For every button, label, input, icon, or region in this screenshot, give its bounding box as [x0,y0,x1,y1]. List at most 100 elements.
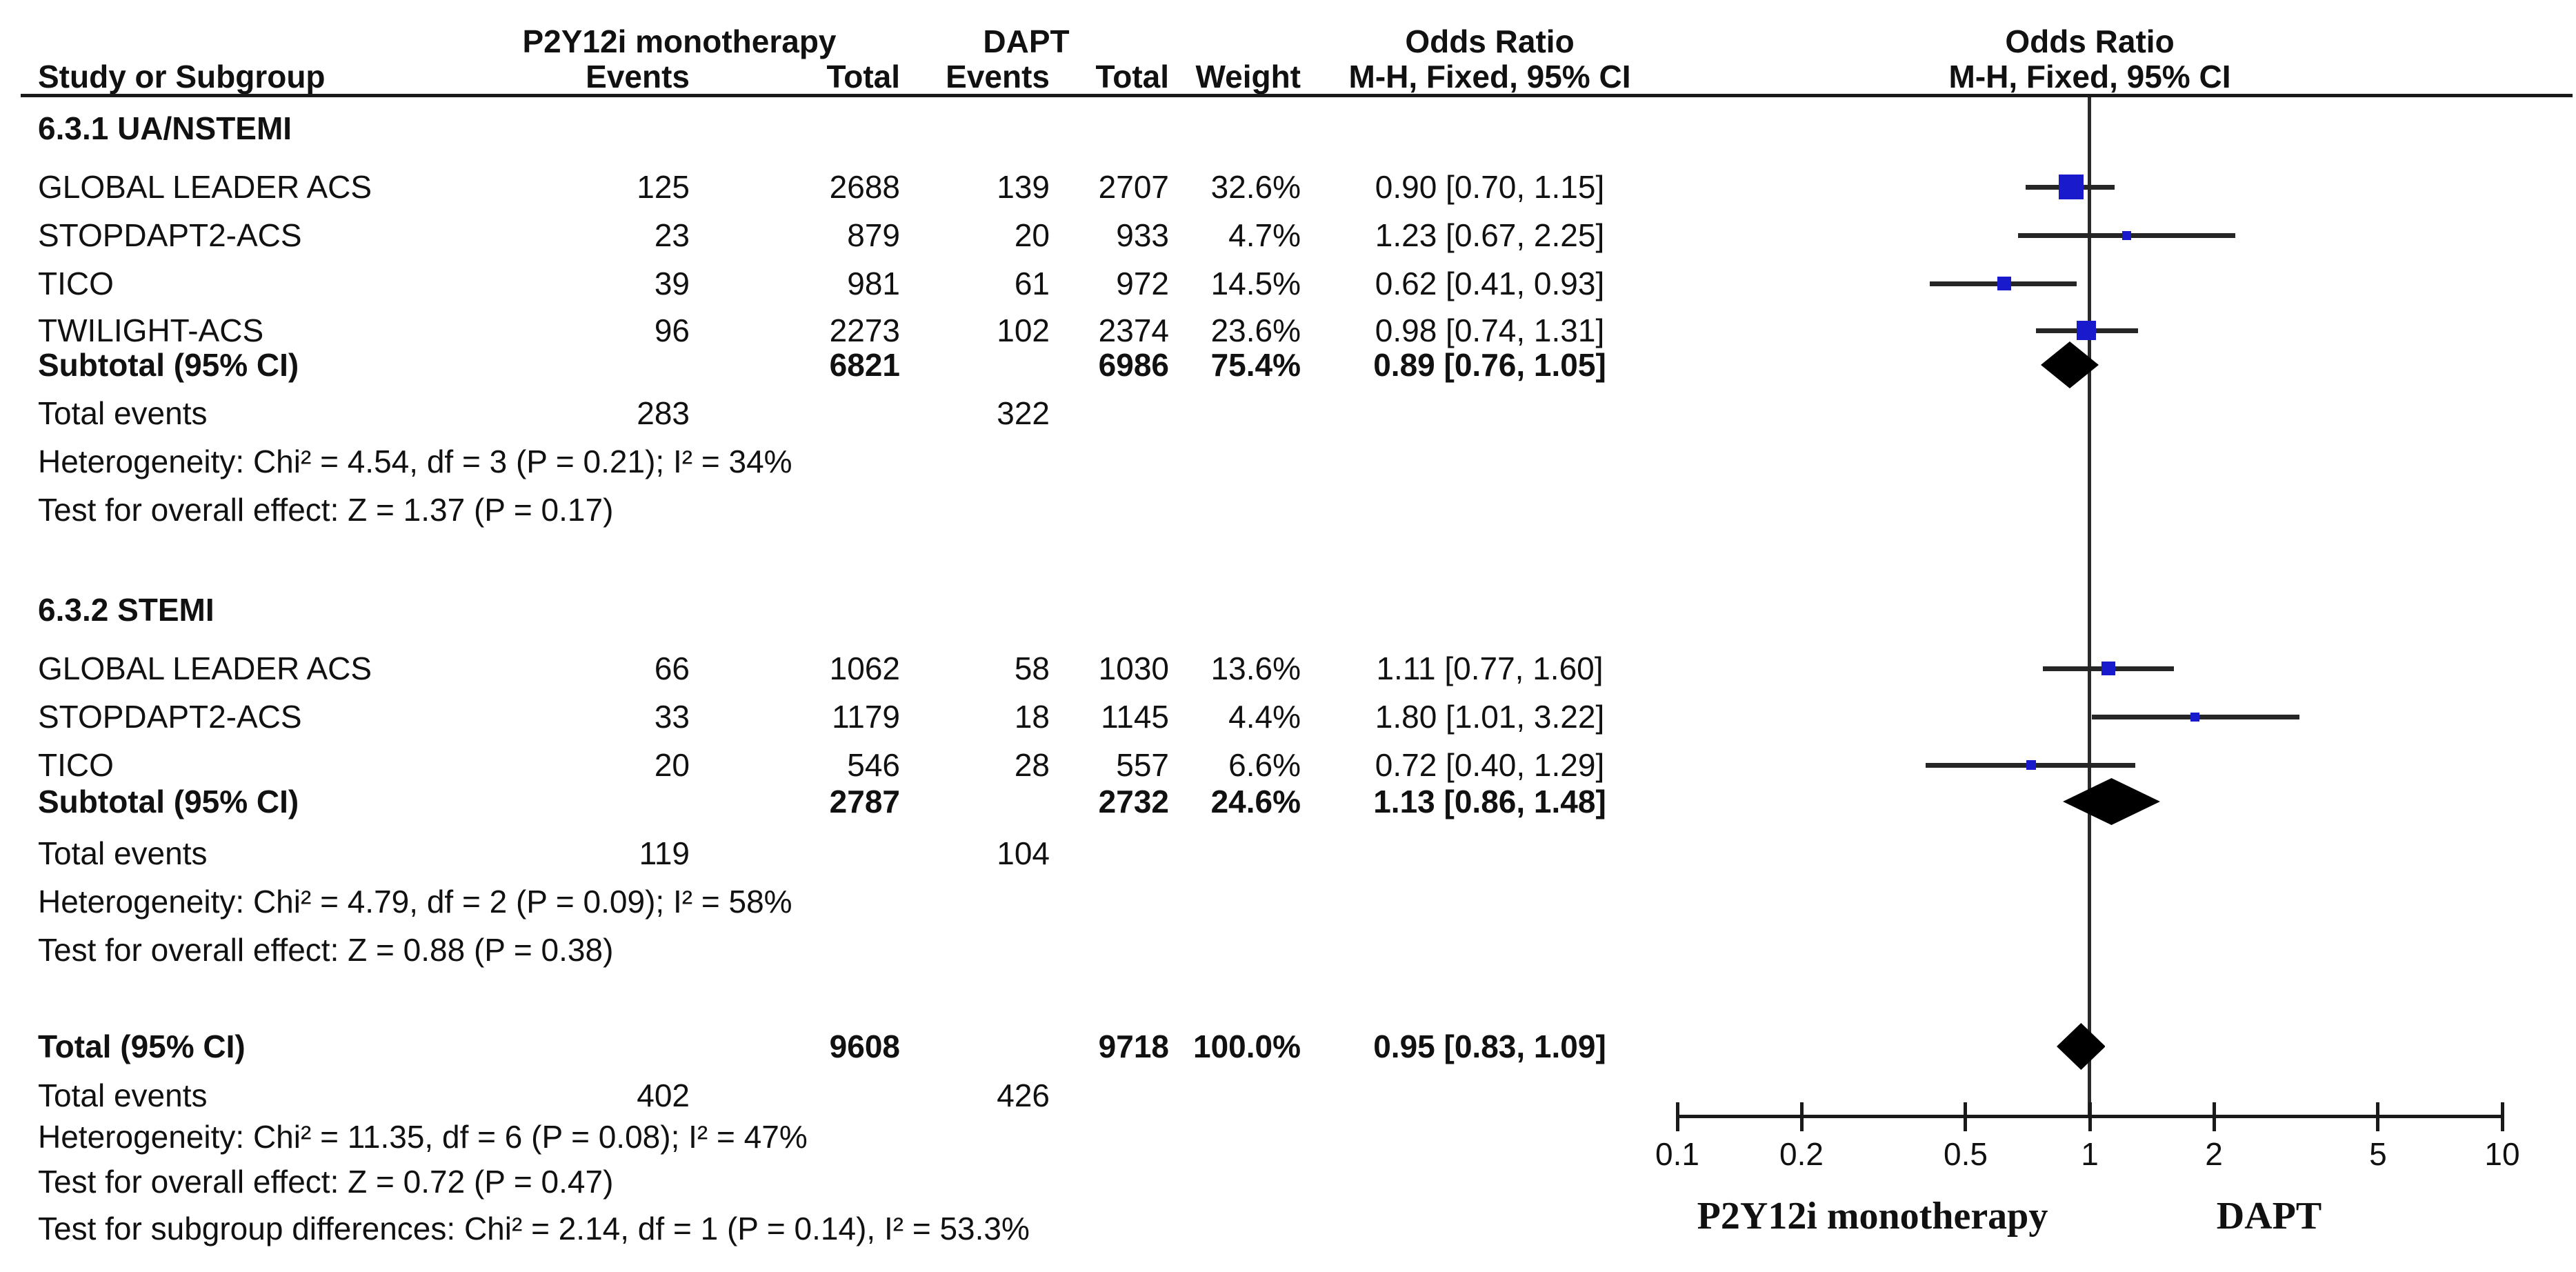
or-plot-col-title: Odds Ratio [2005,23,2175,59]
events1-cell: 33 [654,699,690,735]
weight-cell: 13.6% [1210,650,1301,686]
or-ci-text: 0.95 [0.83, 1.09] [1373,1028,1606,1064]
total1-cell: 9608 [829,1028,900,1064]
heterogeneity-text: Heterogeneity: Chi² = 11.35, df = 6 (P =… [38,1119,808,1155]
study-col-header: Study or Subgroup [38,59,326,95]
events2-cell: 20 [1014,217,1050,253]
total-events2: 322 [997,395,1050,431]
or-ci-text: 1.23 [0.67, 2.25] [1375,217,1605,253]
total1-cell: 1179 [832,699,900,735]
effect-square [1997,277,2011,290]
total2-cell: 1145 [1101,699,1169,735]
axis-tick [1675,1102,1679,1131]
total-events1: 119 [639,835,690,871]
pooled-row-label: Subtotal (95% CI) [38,347,299,383]
axis-tick-label: 5 [2369,1136,2387,1172]
effect-square [2101,662,2116,675]
total2-cell: 933 [1116,217,1169,253]
or-plot-col-subheader: M-H, Fixed, 95% CI [1948,59,2231,95]
total-events1: 283 [637,395,690,431]
total1-col-header: Total [826,59,900,95]
total1-cell: 2688 [829,169,900,205]
or-ci-text: 0.89 [0.76, 1.05] [1373,347,1606,383]
subgroup-differences-text: Test for subgroup differences: Chi² = 2.… [38,1211,1030,1246]
events1-cell: 125 [637,169,690,205]
weight-cell: 14.5% [1210,266,1301,301]
or-ci-text: 0.72 [0.40, 1.29] [1375,747,1605,783]
weight-cell: 75.4% [1210,347,1301,383]
total-events-label: Total events [38,835,208,871]
events1-cell: 23 [654,217,690,253]
subgroup-title: 6.3.1 UA/NSTEMI [38,110,292,146]
total1-cell: 546 [847,747,900,783]
events2-col-header: Events [946,59,1050,95]
total-events2: 426 [997,1077,1050,1113]
or-ci-text: 0.98 [0.74, 1.31] [1375,312,1605,348]
group1-header: P2Y12i monotherapy [522,23,837,59]
study-name: TWILIGHT-ACS [38,312,264,348]
events1-cell: 20 [654,747,690,783]
heterogeneity-text: Heterogeneity: Chi² = 4.79, df = 2 (P = … [38,884,792,920]
or-ci-text: 1.13 [0.86, 1.48] [1373,784,1606,819]
events1-cell: 96 [654,312,690,348]
total2-cell: 6986 [1098,347,1169,383]
or-ci-text: 1.80 [1.01, 3.22] [1375,699,1605,735]
total1-cell: 879 [847,217,900,253]
total2-cell: 557 [1116,747,1169,783]
study-name: GLOBAL LEADER ACS [38,169,372,205]
events1-col-header: Events [586,59,690,95]
total-events1: 402 [637,1077,690,1113]
pooled-diamond [2040,341,2099,388]
study-name: GLOBAL LEADER ACS [38,650,372,686]
total2-col-header: Total [1095,59,1169,95]
effect-square [2190,712,2200,722]
total2-cell: 1030 [1098,650,1169,686]
axis-tick-label: 0.2 [1779,1136,1824,1172]
effect-square [2076,321,2096,340]
events2-cell: 139 [997,169,1050,205]
axis-tick [1799,1102,1804,1131]
axis-tick [2376,1102,2380,1131]
weight-cell: 32.6% [1210,169,1301,205]
effect-square [2058,175,2084,199]
weight-cell: 4.4% [1228,699,1301,735]
total1-cell: 2787 [829,784,900,819]
events2-cell: 58 [1014,650,1050,686]
events1-cell: 66 [654,650,690,686]
events1-cell: 39 [654,266,690,301]
favours-left-label: P2Y12i monotherapy [1697,1195,2048,1238]
or-text-col-title: Odds Ratio [1405,23,1575,59]
total2-cell: 972 [1116,266,1169,301]
header-rule [21,94,2573,97]
total2-cell: 2707 [1098,169,1169,205]
events2-cell: 102 [997,312,1050,348]
study-name: TICO [38,266,114,301]
total1-cell: 6821 [829,347,900,383]
study-name: TICO [38,747,114,783]
axis-tick-label: 0.5 [1943,1136,1988,1172]
total1-cell: 2273 [829,312,900,348]
axis-tick [2212,1102,2216,1131]
overall-effect-text: Test for overall effect: Z = 0.72 (P = 0… [38,1164,614,1200]
total-events2: 104 [997,835,1050,871]
heterogeneity-text: Heterogeneity: Chi² = 4.54, df = 3 (P = … [38,444,792,479]
events2-cell: 61 [1014,266,1050,301]
pooled-row-label: Total (95% CI) [38,1028,246,1064]
weight-cell: 4.7% [1228,217,1301,253]
axis-tick-label: 2 [2205,1136,2223,1172]
weight-cell: 100.0% [1192,1028,1301,1064]
effect-square [2026,760,2036,770]
axis-tick [2088,1102,2092,1131]
or-ci-text: 0.62 [0.41, 0.93] [1375,266,1605,301]
study-name: STOPDAPT2-ACS [38,699,302,735]
total1-cell: 1062 [829,650,900,686]
axis-tick-label: 1 [2081,1136,2099,1172]
total2-cell: 2374 [1098,312,1169,348]
total2-cell: 2732 [1098,784,1169,819]
weight-col-header: Weight [1195,59,1301,95]
overall-effect-text: Test for overall effect: Z = 0.88 (P = 0… [38,932,614,968]
pooled-diamond [2056,1023,2106,1070]
or-ci-text: 0.90 [0.70, 1.15] [1375,169,1605,205]
total1-cell: 981 [847,266,900,301]
